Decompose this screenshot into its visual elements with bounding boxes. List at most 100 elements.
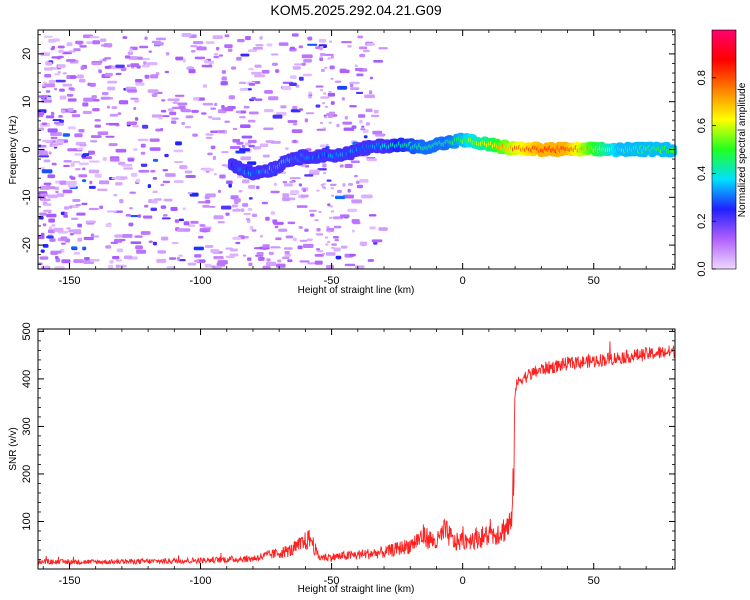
spectrogram-speck — [187, 224, 196, 227]
spectrogram-speck — [243, 105, 250, 109]
spectrogram-speck — [326, 226, 330, 229]
spectrogram-speck — [240, 208, 245, 213]
spectrogram-speck — [298, 45, 304, 49]
spectrogram-speck — [240, 124, 251, 128]
spectrogram-ridge — [227, 132, 677, 181]
spectrogram-speck — [350, 160, 360, 164]
spectrogram-speck — [218, 130, 226, 133]
spectrogram-speck — [104, 65, 111, 69]
figure-title: KOM5.2025.292.04.21.G09 — [270, 2, 441, 18]
spectrogram-speck — [89, 180, 93, 185]
spectrogram-speck — [325, 252, 336, 256]
spectrogram-speck — [215, 46, 220, 51]
spectrogram-speck — [68, 107, 74, 112]
spectrogram-speck — [48, 218, 55, 223]
spectrogram-speck — [167, 98, 176, 101]
spectrogram-speck — [127, 51, 133, 55]
spectrogram-speck — [50, 111, 55, 116]
spectrogram-speck — [165, 52, 170, 56]
spectrogram-speck — [83, 236, 94, 241]
spectrogram-speck — [298, 108, 304, 111]
spectrogram-speck — [72, 160, 81, 163]
spectrogram-speck — [316, 227, 321, 232]
spectrogram-speck — [123, 255, 133, 260]
spectrogram-speck — [258, 256, 265, 261]
snr-series-line — [37, 341, 676, 566]
spectrogram-speck — [111, 177, 121, 180]
snr-y-ticks: 100 200 300 400 500 — [21, 322, 675, 570]
spectrogram-speck — [42, 244, 49, 248]
spectrogram-speck — [355, 180, 360, 184]
spectrogram-speck — [60, 242, 66, 245]
spectrogram-speck — [208, 60, 215, 64]
spectrogram-speck — [365, 122, 370, 126]
spectrogram-speck — [181, 33, 192, 38]
spectrogram-speck — [78, 78, 86, 83]
spectrogram-speck — [92, 40, 100, 45]
spectrogram-speck — [51, 45, 55, 50]
spectrogram-y-ticks: -20 -10 0 10 20 — [21, 34, 675, 265]
spectrogram-speck — [330, 77, 334, 80]
spectrogram-speck — [60, 236, 68, 241]
spectrogram-speck — [357, 35, 364, 39]
spectrogram-speck — [208, 116, 213, 119]
spectrogram-speck — [289, 180, 295, 184]
spectrogram-speck — [163, 198, 173, 202]
spectrogram-speck — [308, 209, 317, 213]
spectrogram-speck — [116, 248, 124, 253]
spectrogram-speck — [54, 186, 59, 191]
spectrogram-speck — [160, 205, 167, 209]
spectrogram-speck — [359, 119, 363, 124]
spectrogram-speck — [193, 97, 200, 101]
spectrogram-speck — [155, 37, 166, 41]
spectrogram-speck — [289, 46, 296, 50]
spectrogram-speck — [210, 107, 217, 110]
spectrogram-speck — [82, 246, 87, 251]
spectrogram-speck — [105, 223, 112, 228]
spectrogram-speck — [51, 224, 56, 227]
spectrogram-speck — [322, 102, 326, 105]
spectrogram-y-tick-label: 10 — [21, 96, 33, 108]
spectrogram-speck — [46, 235, 54, 239]
spectrogram-speck — [284, 253, 292, 257]
spectrogram-speck — [247, 119, 256, 123]
spectrogram-speck — [44, 73, 52, 78]
spectrogram-speck — [106, 105, 111, 109]
spectrogram-speck — [266, 261, 277, 266]
spectrogram-speck — [144, 74, 150, 79]
spectrogram-speck — [201, 64, 213, 68]
spectrogram-speck — [364, 194, 373, 199]
spectrogram-speck — [59, 88, 65, 92]
spectrogram-speck — [272, 114, 283, 119]
spectrogram-speck — [39, 256, 49, 260]
spectrogram-speck — [235, 110, 242, 114]
spectrogram-speck — [299, 260, 310, 263]
spectrogram-speck — [83, 97, 94, 102]
spectrogram-speck — [192, 40, 204, 45]
spectrogram-speck — [325, 264, 335, 269]
spectrogram-speck — [245, 35, 251, 41]
spectrogram-speck — [45, 90, 51, 93]
spectrogram-speck — [236, 175, 244, 179]
spectrogram-speck — [351, 219, 360, 224]
spectrogram-speck — [210, 130, 218, 133]
spectrogram-speck — [112, 255, 120, 260]
spectrogram-speck — [330, 183, 337, 186]
spectrogram-speck — [134, 117, 139, 121]
spectrogram-speck — [63, 160, 72, 163]
spectrogram-speck — [72, 198, 81, 202]
spectrogram-speck — [221, 70, 226, 74]
spectrogram-speck — [315, 104, 321, 108]
spectrogram-speck — [314, 254, 324, 257]
spectrogram-speck — [282, 180, 288, 184]
spectrogram-y-tick-label: -10 — [21, 189, 33, 205]
spectrogram-speck — [370, 114, 380, 118]
spectrogram-speck — [351, 199, 363, 204]
spectrogram-speck — [270, 190, 280, 194]
spectrogram-speck — [201, 112, 207, 115]
spectrogram-speck — [325, 243, 329, 246]
spectrogram-speck — [40, 249, 45, 253]
spectrogram-x-tick-label: -150 — [58, 275, 80, 287]
spectrogram-speck — [115, 259, 122, 262]
spectrogram-speck — [251, 229, 257, 232]
